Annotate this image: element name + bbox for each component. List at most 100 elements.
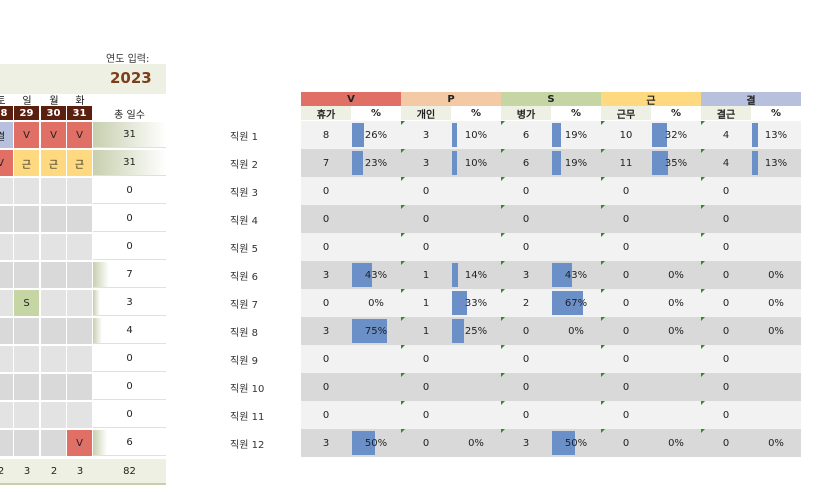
calendar-cell[interactable] <box>67 234 92 260</box>
percent-value <box>351 177 401 205</box>
calendar-cell[interactable] <box>0 290 13 316</box>
count-value: 0 <box>322 353 330 365</box>
calendar-cell[interactable] <box>0 178 13 204</box>
calendar-cell[interactable] <box>0 402 13 428</box>
count-value: 0 <box>422 353 430 365</box>
percent-value: 13% <box>764 157 788 169</box>
calendar-cell[interactable]: V <box>14 122 39 148</box>
calendar-cell[interactable]: 근 <box>67 150 92 176</box>
calendar-cell[interactable] <box>67 178 92 204</box>
calendar-cell[interactable] <box>14 234 39 260</box>
calendar-cell[interactable] <box>14 374 39 400</box>
calendar-cell[interactable] <box>0 346 13 372</box>
percent-bar <box>452 291 468 315</box>
count-header: 근무 <box>601 106 651 121</box>
calendar-cell[interactable]: 결 <box>0 122 13 148</box>
cell-comment-flag <box>701 205 705 209</box>
calendar-cell[interactable] <box>41 206 66 232</box>
calendar-cell[interactable] <box>14 206 39 232</box>
footer-total: 82 <box>123 465 136 477</box>
percent-value: 50% <box>564 437 588 449</box>
calendar-cell[interactable] <box>0 262 13 288</box>
calendar-cell[interactable] <box>0 430 13 456</box>
calendar-cell[interactable] <box>14 346 39 372</box>
row-total-days: 0 <box>93 234 166 260</box>
calendar-cell[interactable] <box>0 206 13 232</box>
cell-comment-flag <box>601 261 605 265</box>
percent-value: 33% <box>464 297 488 309</box>
count-value: 0 <box>522 353 530 365</box>
percent-value <box>651 401 701 429</box>
calendar-cell[interactable] <box>41 402 66 428</box>
calendar-cell[interactable] <box>41 262 66 288</box>
calendar-cell[interactable] <box>41 290 66 316</box>
count-value: 0 <box>422 409 430 421</box>
percent-header: % <box>551 106 601 120</box>
calendar-cell[interactable] <box>41 178 66 204</box>
summary-row-bg <box>301 233 801 261</box>
percent-bar <box>352 263 372 287</box>
calendar-cell[interactable] <box>0 374 13 400</box>
year-input-box[interactable] <box>0 64 166 94</box>
weekday-header: 화 <box>75 95 85 107</box>
calendar-cell[interactable] <box>14 430 39 456</box>
cell-comment-flag <box>401 429 405 433</box>
calendar-cell[interactable] <box>41 318 66 344</box>
calendar-cell[interactable] <box>67 346 92 372</box>
cell-comment-flag <box>501 401 505 405</box>
employee-name: 직원 7 <box>230 299 258 311</box>
calendar-cell[interactable] <box>41 346 66 372</box>
calendar-cell[interactable] <box>14 402 39 428</box>
calendar-cell[interactable] <box>67 262 92 288</box>
count-value: 6 <box>522 157 530 169</box>
calendar-cell[interactable]: V <box>0 150 13 176</box>
cell-comment-flag <box>601 177 605 181</box>
calendar-cell[interactable] <box>14 178 39 204</box>
calendar-cell[interactable] <box>67 206 92 232</box>
weekday-header: 토 <box>0 95 6 107</box>
calendar-cell[interactable] <box>14 262 39 288</box>
calendar-cell[interactable] <box>41 374 66 400</box>
percent-header: % <box>751 106 801 120</box>
year-input-value[interactable]: 2023 <box>110 69 152 87</box>
percent-value <box>651 345 701 373</box>
count-header: 결근 <box>701 106 751 121</box>
calendar-cell[interactable] <box>0 318 13 344</box>
row-total-days: 0 <box>93 374 166 400</box>
count-value: 0 <box>522 213 530 225</box>
calendar-cell[interactable] <box>41 430 66 456</box>
calendar-cell[interactable]: 근 <box>41 150 66 176</box>
count-value: 0 <box>622 325 630 337</box>
percent-value <box>651 177 701 205</box>
summary-row-bg <box>301 205 801 233</box>
percent-value <box>751 177 801 205</box>
calendar-cell[interactable] <box>41 234 66 260</box>
count-value: 0 <box>422 437 430 449</box>
percent-value <box>451 373 501 401</box>
cell-comment-flag <box>601 401 605 405</box>
calendar-cell[interactable]: S <box>14 290 39 316</box>
calendar-cell[interactable]: V <box>41 122 66 148</box>
total-days-header: 총 일수 <box>114 109 145 121</box>
calendar-cell[interactable]: 근 <box>14 150 39 176</box>
cell-comment-flag <box>601 205 605 209</box>
calendar-cell[interactable] <box>14 318 39 344</box>
calendar-cell[interactable] <box>67 290 92 316</box>
calendar-cell[interactable] <box>0 234 13 260</box>
percent-header: % <box>651 106 701 120</box>
percent-value <box>451 205 501 233</box>
calendar-cell[interactable] <box>67 374 92 400</box>
cell-comment-flag <box>701 121 705 125</box>
row-total-days: 0 <box>93 402 166 428</box>
calendar-cell[interactable]: V <box>67 430 92 456</box>
percent-bar <box>752 151 758 175</box>
summary-row-bg <box>301 261 801 289</box>
cell-comment-flag <box>601 345 605 349</box>
count-value: 0 <box>622 213 630 225</box>
calendar-cell[interactable] <box>67 402 92 428</box>
calendar-cell[interactable]: V <box>67 122 92 148</box>
cell-comment-flag <box>401 233 405 237</box>
count-value: 0 <box>322 381 330 393</box>
calendar-cell[interactable] <box>67 318 92 344</box>
percent-bar <box>552 123 561 147</box>
